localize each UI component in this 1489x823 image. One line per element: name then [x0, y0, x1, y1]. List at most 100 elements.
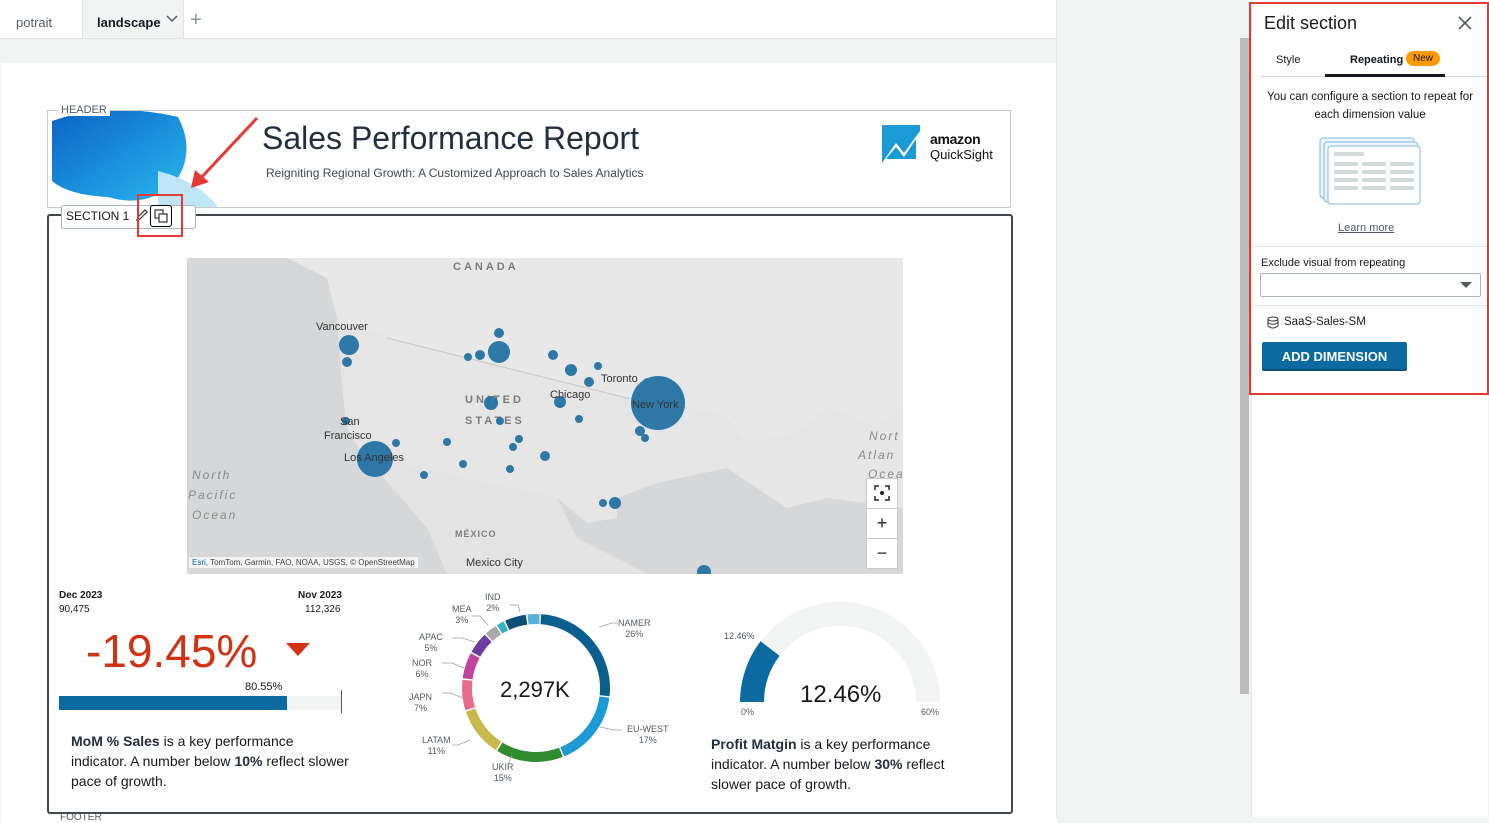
header-block[interactable] [47, 110, 1011, 208]
map-label-mexico: MÉXICO [455, 529, 497, 539]
chevron-down-icon [1460, 282, 1472, 288]
map-bubble [496, 417, 504, 425]
donut-slice[interactable] [462, 614, 610, 762]
slice-name: APAC [419, 632, 443, 642]
gauge-max-label: 60% [921, 707, 940, 717]
donut-label-ukir: UKIR 15% [492, 762, 514, 784]
donut-slice[interactable] [462, 614, 610, 762]
gauge-desc-bold2: 30% [874, 756, 903, 772]
slice-pct: 26% [625, 629, 644, 639]
donut-label-namer: NAMER 26% [618, 618, 651, 640]
map-bubble [635, 426, 645, 436]
repeat-illustration-icon [1319, 137, 1421, 205]
map-bubble [548, 350, 558, 360]
gauge-value: 12.46% [800, 681, 882, 708]
map-visual[interactable]: CANADA UNITED STATES MÉXICO North Pacifi… [187, 258, 903, 574]
city-new-york: New York [632, 399, 679, 411]
city-san: San [340, 416, 360, 428]
donut-label-eu-west: EU-WEST 17% [627, 724, 669, 746]
map-bubble [488, 341, 510, 363]
add-tab-button[interactable]: + [190, 9, 202, 31]
exclude-visual-select[interactable] [1260, 273, 1481, 297]
tab-style[interactable]: Style [1276, 54, 1301, 66]
map-bubble [609, 497, 621, 509]
donut-label-japn: JAPN 7% [409, 692, 432, 714]
gauge-desc-bold: Profit Matgin [711, 736, 797, 752]
section-tag [61, 205, 196, 229]
map-recenter-button[interactable] [866, 478, 898, 509]
slice-pct: 7% [414, 703, 428, 713]
kpi-prior-period: Nov 2023 [298, 590, 342, 601]
esri-link[interactable]: Esri [192, 558, 206, 567]
slice-name: UKIR [492, 762, 514, 772]
map-bubble [575, 415, 583, 423]
kpi-desc-1: is a key performance indicator. A number… [71, 733, 294, 769]
down-triangle-icon [286, 643, 310, 656]
ocean-label-ocean: Ocean [192, 508, 238, 522]
kpi-progress-target [341, 690, 342, 713]
zoom-out-button[interactable]: − [866, 538, 898, 569]
exclude-visual-label: Exclude visual from repeating [1261, 257, 1406, 269]
map-label-canada: CANADA [453, 261, 519, 273]
ocean-label-pacific: Pacific [188, 488, 238, 502]
map-bubble [459, 460, 467, 468]
slice-name: JAPN [409, 692, 433, 702]
map-attribution-text: , TomTom, Garmin, FAO, NOAA, USGS, © Ope… [205, 558, 415, 567]
learn-more-link[interactable]: Learn more [1338, 222, 1395, 234]
map-bubble [484, 396, 498, 410]
new-badge: New [1406, 51, 1441, 66]
map-bubble [594, 362, 602, 370]
footer-label: FOOTER [60, 812, 102, 823]
tab-repeating[interactable]: Repeating [1350, 54, 1404, 66]
kpi-prior-value: 112,326 [305, 604, 341, 615]
quicksight-logo-icon [882, 125, 920, 163]
copy-icon [154, 209, 168, 223]
map-bubble [554, 396, 566, 408]
gauge-min-label: 0% [741, 707, 755, 717]
repeat-description: You can configure a section to repeat fo… [1266, 91, 1474, 121]
map-bubble [342, 357, 352, 367]
gauge-chart[interactable] [736, 600, 944, 706]
annotation-highlight-panel [1249, 2, 1489, 395]
tab-potrait[interactable]: potrait [16, 15, 53, 30]
map-bubble [509, 443, 517, 451]
slice-pct: 15% [493, 773, 512, 783]
map-bubble [342, 417, 350, 425]
kpi-description: MoM % Sales is a key performance indicat… [71, 731, 351, 791]
map-bubble [631, 376, 685, 430]
tab-landscape[interactable]: landscape [82, 0, 184, 38]
map-bubble [599, 499, 607, 507]
city-chicago: Chicago [550, 389, 591, 401]
map-bubble [506, 465, 514, 473]
map-bubble [392, 439, 400, 447]
kpi-desc-bold: MoM % Sales [71, 733, 160, 749]
map-bubble [443, 438, 451, 446]
slice-name: NOR [412, 658, 432, 668]
gauge-desc-2: reflect slower pace of growth. [711, 756, 945, 792]
map-bubble [420, 471, 428, 479]
close-icon[interactable] [1458, 16, 1472, 30]
database-icon [1267, 316, 1279, 329]
add-dimension-button[interactable]: ADD DIMENSION [1262, 342, 1407, 371]
ocean-label-atl-2: Atlan [858, 448, 896, 462]
slice-name: NAMER [618, 618, 651, 628]
dataset-name: SaaS-Sales-SM [1284, 316, 1366, 328]
city-mexico-city: Mexico City [466, 557, 523, 569]
map-basemap [187, 258, 903, 574]
map-bubbles [339, 328, 711, 574]
kpi-change-value: -19.45% [86, 625, 258, 677]
slice-pct: 11% [427, 746, 446, 756]
ocean-label-north: North [192, 468, 232, 482]
city-francisco: Francisco [324, 430, 372, 442]
chevron-down-icon[interactable] [166, 15, 178, 23]
donut-label-mea: MEA 3% [452, 604, 472, 626]
gauge-track [740, 601, 940, 702]
zoom-in-button[interactable]: + [866, 508, 898, 539]
donut-chart[interactable] [456, 608, 616, 768]
duplicate-section-button[interactable] [150, 205, 172, 227]
vertical-scrollbar[interactable] [1240, 38, 1249, 694]
ocean-label-atl-3: Ocea [868, 467, 903, 481]
tab-active-indicator [1325, 74, 1445, 77]
annotation-highlight-box [137, 194, 183, 237]
city-toronto: Toronto [601, 373, 638, 385]
